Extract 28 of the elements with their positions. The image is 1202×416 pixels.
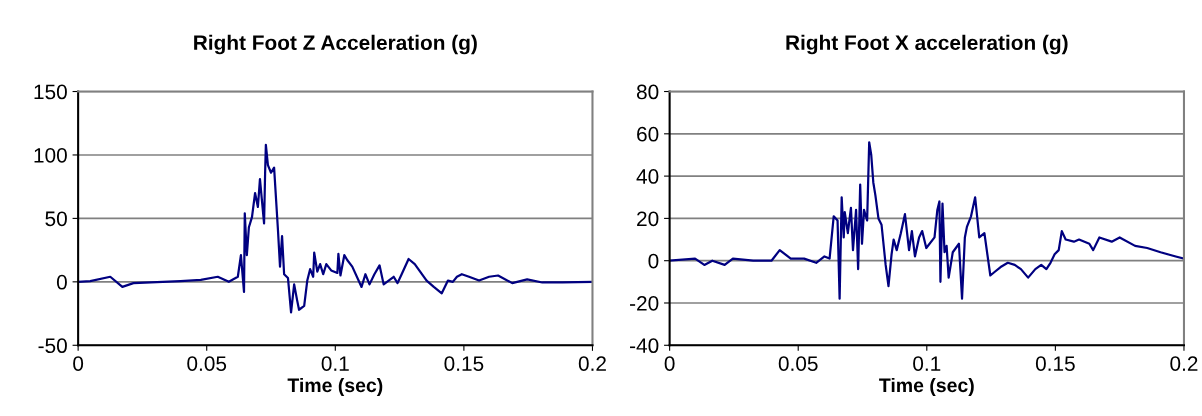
line-series xyxy=(669,141,1184,300)
y-tick-label: 0 xyxy=(56,274,67,290)
x-tick-label: 0.05 xyxy=(778,356,818,371)
y-tick-label: -40 xyxy=(630,338,659,354)
y-tick-label: 100 xyxy=(34,147,67,163)
y-tick-label: 60 xyxy=(637,126,659,142)
x-tick-label: 0.1 xyxy=(321,356,349,371)
chart-title: Right Foot X acceleration (g) xyxy=(786,34,1068,55)
y-tick-label: 150 xyxy=(34,84,67,100)
chart-title: Right Foot Z Acceleration (g) xyxy=(194,34,477,55)
y-tick-label: 80 xyxy=(636,84,659,100)
x-tick-label: 0.15 xyxy=(444,356,484,371)
y-tick-label: 0 xyxy=(648,253,659,269)
y-tick-label: 40 xyxy=(636,169,659,184)
x-tick-label: 0.1 xyxy=(913,356,941,371)
y-tick-label: 50 xyxy=(45,211,67,227)
line-series xyxy=(78,143,593,314)
x-tick-label: 0 xyxy=(73,356,84,371)
x-tick-label: 0.05 xyxy=(187,356,227,371)
x-axis-title: Time (sec) xyxy=(879,377,974,397)
y-tick-label: -20 xyxy=(630,295,659,311)
x-tick-label: 0.2 xyxy=(578,356,606,371)
x-tick-label: 0.2 xyxy=(1170,356,1198,371)
x-axis-title: Time (sec) xyxy=(287,377,383,397)
y-tick-label: -50 xyxy=(38,338,67,354)
x-tick-label: 0.15 xyxy=(1035,356,1075,371)
x-tick-label: 0 xyxy=(664,356,675,371)
y-tick-label: 20 xyxy=(637,211,659,227)
